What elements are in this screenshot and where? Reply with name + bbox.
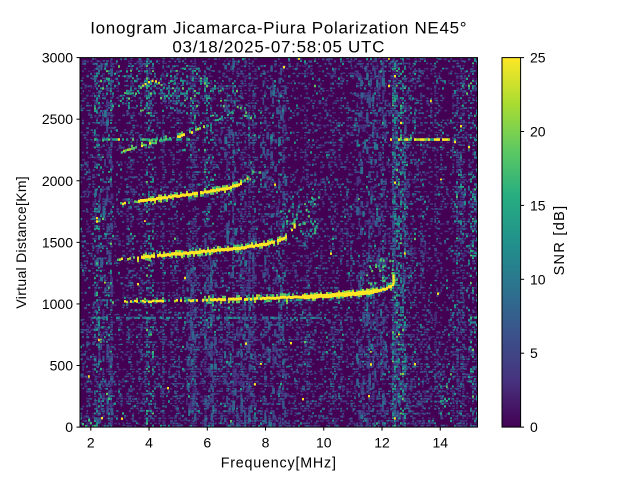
svg-text:20: 20 <box>530 124 546 140</box>
svg-text:5: 5 <box>530 345 538 361</box>
svg-text:10: 10 <box>316 435 332 451</box>
svg-text:10: 10 <box>530 271 546 287</box>
svg-text:3000: 3000 <box>42 50 73 66</box>
svg-text:2000: 2000 <box>42 173 73 189</box>
svg-text:SNR [dB]: SNR [dB] <box>552 205 568 276</box>
svg-text:03/18/2025-07:58:05 UTC: 03/18/2025-07:58:05 UTC <box>172 38 385 57</box>
svg-text:2500: 2500 <box>42 111 73 127</box>
svg-text:2: 2 <box>87 435 95 451</box>
svg-text:12: 12 <box>374 435 390 451</box>
svg-text:25: 25 <box>530 50 546 66</box>
svg-text:1000: 1000 <box>42 296 73 312</box>
svg-text:1500: 1500 <box>42 234 73 250</box>
svg-text:8: 8 <box>262 435 270 451</box>
svg-text:0: 0 <box>65 419 73 435</box>
svg-text:Ionogram Jicamarca-Piura Polar: Ionogram Jicamarca-Piura Polarization NE… <box>90 19 467 38</box>
svg-text:Frequency[MHz]: Frequency[MHz] <box>221 455 337 471</box>
svg-text:500: 500 <box>50 358 74 374</box>
svg-text:Virtual Distance[Km]: Virtual Distance[Km] <box>13 176 29 309</box>
svg-text:6: 6 <box>203 435 211 451</box>
svg-text:0: 0 <box>530 419 538 435</box>
svg-text:15: 15 <box>530 197 546 213</box>
svg-text:14: 14 <box>432 435 448 451</box>
svg-text:4: 4 <box>145 435 153 451</box>
